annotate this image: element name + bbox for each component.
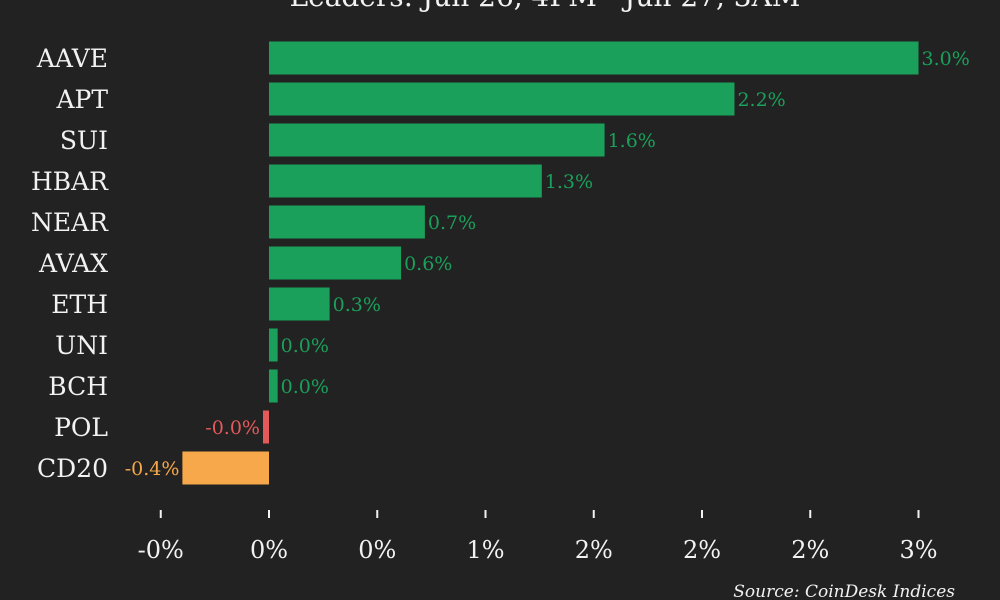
category-label-hbar: HBAR bbox=[31, 167, 109, 196]
category-label-sui: SUI bbox=[60, 126, 108, 155]
category-label-pol: POL bbox=[54, 413, 108, 442]
value-label-uni: 0.0% bbox=[281, 335, 329, 357]
x-tick-label: 0% bbox=[250, 536, 288, 564]
x-tick-label: 2% bbox=[791, 536, 829, 564]
bar-near bbox=[269, 205, 425, 239]
category-label-uni: UNI bbox=[55, 331, 108, 360]
bar-aave bbox=[269, 41, 919, 75]
bar-pol bbox=[263, 410, 269, 444]
category-label-avax: AVAX bbox=[38, 249, 108, 278]
x-tick-label: 3% bbox=[899, 536, 937, 564]
bar-sui bbox=[269, 123, 605, 157]
value-label-avax: 0.6% bbox=[404, 253, 452, 275]
chart-title: Leaders: Jun 26, 4PM - Jun 27, 3AM bbox=[290, 0, 801, 13]
value-label-sui: 1.6% bbox=[608, 130, 656, 152]
bars-group bbox=[182, 41, 919, 485]
bar-uni bbox=[269, 328, 278, 362]
category-labels: AAVE APT SUI HBAR NEAR AVAX ETH UNI BCH POL CD20 bbox=[31, 44, 109, 483]
category-label-eth: ETH bbox=[51, 290, 108, 319]
x-tick-label: 0% bbox=[358, 536, 396, 564]
value-label-eth: 0.3% bbox=[333, 294, 381, 316]
value-label-pol: -0.0% bbox=[205, 417, 260, 439]
category-label-apt: APT bbox=[55, 85, 108, 114]
value-label-near: 0.7% bbox=[428, 212, 476, 234]
value-label-cd20: -0.4% bbox=[125, 458, 180, 480]
value-label-bch: 0.0% bbox=[281, 376, 329, 398]
category-label-bch: BCH bbox=[48, 372, 108, 401]
bar-apt bbox=[269, 82, 735, 116]
x-tick-label: 2% bbox=[683, 536, 721, 564]
value-label-hbar: 1.3% bbox=[545, 171, 593, 193]
bar-eth bbox=[269, 287, 330, 321]
value-labels: 3.0%2.2%1.6%1.3%0.7%0.6%0.3%0.0%0.0%-0.0… bbox=[125, 48, 970, 480]
source-note: Source: CoinDesk Indices bbox=[733, 582, 955, 600]
category-label-near: NEAR bbox=[31, 208, 109, 237]
value-label-apt: 2.2% bbox=[737, 89, 785, 111]
bar-bch bbox=[269, 369, 278, 403]
value-label-aave: 3.0% bbox=[922, 48, 970, 70]
bar-cd20 bbox=[182, 451, 269, 485]
bar-avax bbox=[269, 246, 402, 280]
x-tick-label: 1% bbox=[466, 536, 504, 564]
category-label-cd20: CD20 bbox=[37, 454, 108, 483]
bar-hbar bbox=[269, 164, 542, 198]
x-tick-label: 2% bbox=[575, 536, 613, 564]
x-axis: -0% 0% 0% 1% 2% 2% 2% 3% bbox=[138, 510, 938, 564]
category-label-aave: AAVE bbox=[36, 44, 108, 73]
x-tick-label: -0% bbox=[138, 536, 184, 564]
